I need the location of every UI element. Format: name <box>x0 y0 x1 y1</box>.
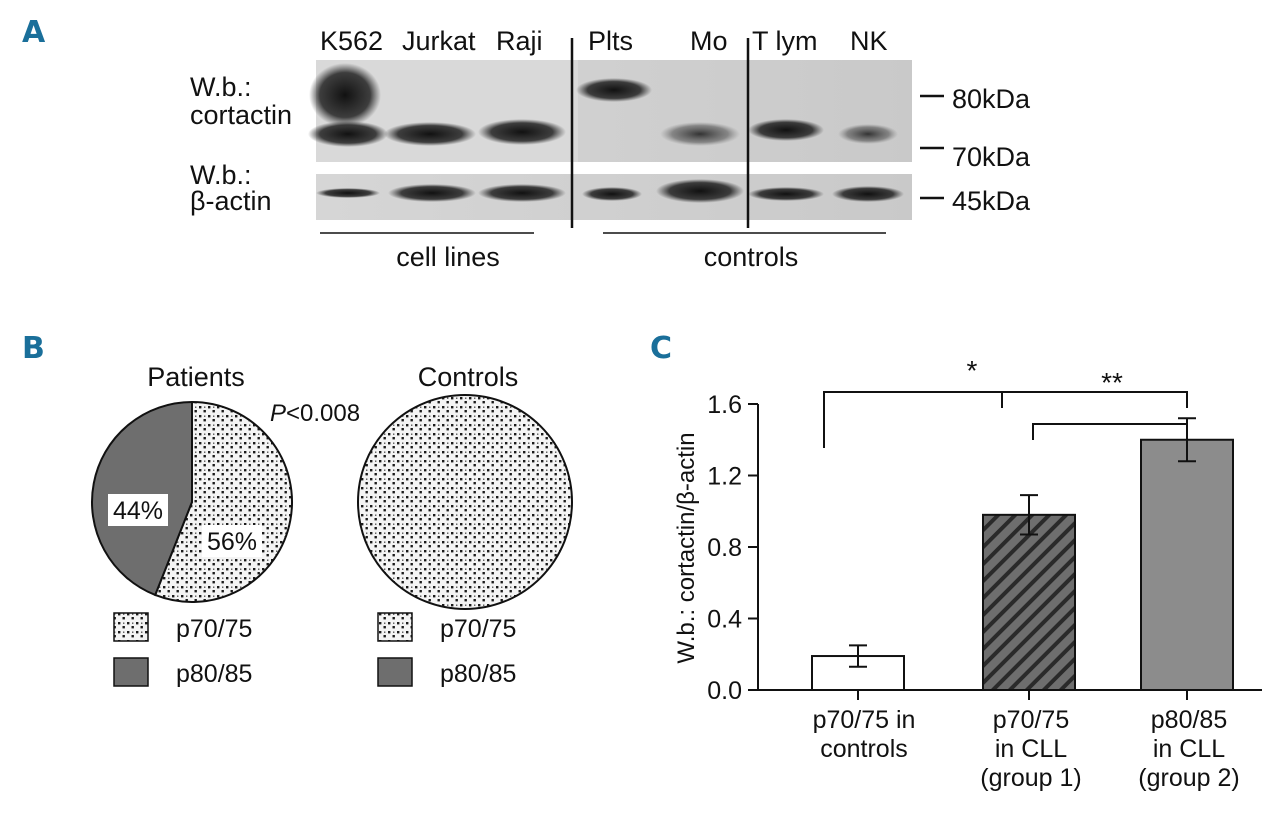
lane-label-k562: K562 <box>320 26 383 56</box>
actin-band-plts <box>582 187 642 201</box>
pie-controls <box>357 394 573 610</box>
pie-value-label-p80-85: 44% <box>113 497 163 525</box>
pie-controls-title: Controls <box>418 362 519 392</box>
x-tick-label-1-line-2: (group 1) <box>980 764 1081 792</box>
actin-band-nk <box>832 186 904 202</box>
cortactin-label-line2: cortactin <box>190 100 292 130</box>
legend-label-p80-85: p80/85 <box>176 660 252 688</box>
p-value: P<0.008 <box>270 400 360 427</box>
lane-label-jurkat: Jurkat <box>402 26 476 56</box>
legend-swatch-p80-85 <box>113 657 149 687</box>
legend-label-p70-75: p70/75 <box>176 615 252 643</box>
y-tick-label-2: 0.8 <box>707 534 742 562</box>
lane-label-nk: NK <box>850 26 888 56</box>
y-tick-label-0: 0.0 <box>707 677 742 705</box>
legend-swatch-p70-75-controls <box>377 612 413 642</box>
panel-b: B Patients Controls P<0.008 56% 44% p70/7… <box>22 331 573 688</box>
cortactin-label-line1: W.b.: <box>190 72 252 102</box>
group-label-controls: controls <box>704 242 799 272</box>
bracket-star <box>823 391 1188 448</box>
panel-c: C W.b.: cortactin/β-actin 0.0 0.4 0.8 1.2 1.… <box>650 331 1262 792</box>
pie-value-label-bg-p80-85 <box>108 494 168 526</box>
actin-band-jurkat <box>388 184 476 202</box>
legend-swatch-p80-85-controls <box>377 657 413 687</box>
significance-brackets <box>823 391 1188 448</box>
band-jurkat <box>384 122 476 146</box>
marker-label-70: 70kDa <box>952 142 1031 172</box>
pie-patients-title: Patients <box>147 362 245 392</box>
band-raji <box>478 119 566 145</box>
p-value-threshold: <0.008 <box>286 400 360 427</box>
panel-a-letter: A <box>22 15 46 50</box>
lane-label-t-lym: T lym <box>752 26 818 56</box>
significance-double-star: ** <box>1101 367 1123 398</box>
x-tick-label-2-line-2: (group 2) <box>1138 764 1239 792</box>
actin-label-line1: W.b.: <box>190 160 252 190</box>
p-value-symbol: P <box>270 400 286 427</box>
pie-slice-p70-75 <box>357 394 573 610</box>
band-k562-lower <box>308 121 388 147</box>
actin-blot <box>316 174 912 220</box>
pie-value-label-p70-75: 56% <box>207 528 257 556</box>
legend-controls: p70/75 p80/85 <box>377 612 516 688</box>
y-tick-label-3: 1.2 <box>707 463 742 491</box>
y-tick-label-4: 1.6 <box>707 391 742 419</box>
legend-swatch-p70-75 <box>113 612 149 642</box>
panel-b-letter: B <box>22 331 45 366</box>
pie-value-label-bg-p70-75 <box>202 525 262 557</box>
actin-band-raji <box>478 184 566 202</box>
significance-star: * <box>967 355 978 386</box>
x-tick-label-0-line-1: controls <box>820 735 908 763</box>
band-t-lym <box>748 119 824 141</box>
x-tick-label-1-line-1: in CLL <box>995 735 1067 763</box>
bar-1 <box>982 513 1076 692</box>
blot-row-labels: W.b.: cortactin W.b.: β-actin <box>190 72 292 216</box>
x-tick-label-0-line-0: p70/75 in <box>813 706 916 734</box>
pie-patients: 56% 44% <box>91 400 293 603</box>
legend-patients: p70/75 p80/85 <box>113 612 252 688</box>
band-k562-upper <box>309 63 381 127</box>
band-mo <box>660 122 740 146</box>
band-plts <box>576 78 652 102</box>
bracket-double-star <box>1032 423 1187 440</box>
lane-label-plts: Plts <box>588 26 633 56</box>
y-tick-label-1: 0.4 <box>707 606 742 634</box>
bar-2 <box>1140 438 1234 691</box>
actin-band-mo <box>656 179 744 203</box>
cortactin-blot <box>308 60 912 162</box>
group-label-cell-lines: cell lines <box>396 242 500 272</box>
marker-label-45: 45kDa <box>952 186 1031 216</box>
lane-label-raji: Raji <box>496 26 543 56</box>
legend-label-p80-85-controls: p80/85 <box>440 660 516 688</box>
actin-label-line2: β-actin <box>190 186 272 216</box>
panel-a: A K562 Jurkat Raji Plts Mo T lym NK W.b.… <box>22 15 1031 272</box>
marker-label-80: 80kDa <box>952 84 1031 114</box>
molecular-weight-markers: 80kDa 70kDa 45kDa <box>920 84 1031 216</box>
lane-label-mo: Mo <box>690 26 728 56</box>
lane-labels: K562 Jurkat Raji Plts Mo T lym NK <box>320 26 888 56</box>
band-nk <box>838 124 898 144</box>
legend-label-p70-75-controls: p70/75 <box>440 615 516 643</box>
actin-band-k562 <box>316 188 380 198</box>
x-tick-label-2-line-1: in CLL <box>1153 735 1225 763</box>
panel-c-letter: C <box>650 331 672 366</box>
x-tick-label-2-line-0: p80/85 <box>1151 706 1227 734</box>
y-axis-label: W.b.: cortactin/β-actin <box>673 432 700 663</box>
x-tick-label-1-line-0: p70/75 <box>993 706 1069 734</box>
actin-band-t-lym <box>748 187 824 201</box>
